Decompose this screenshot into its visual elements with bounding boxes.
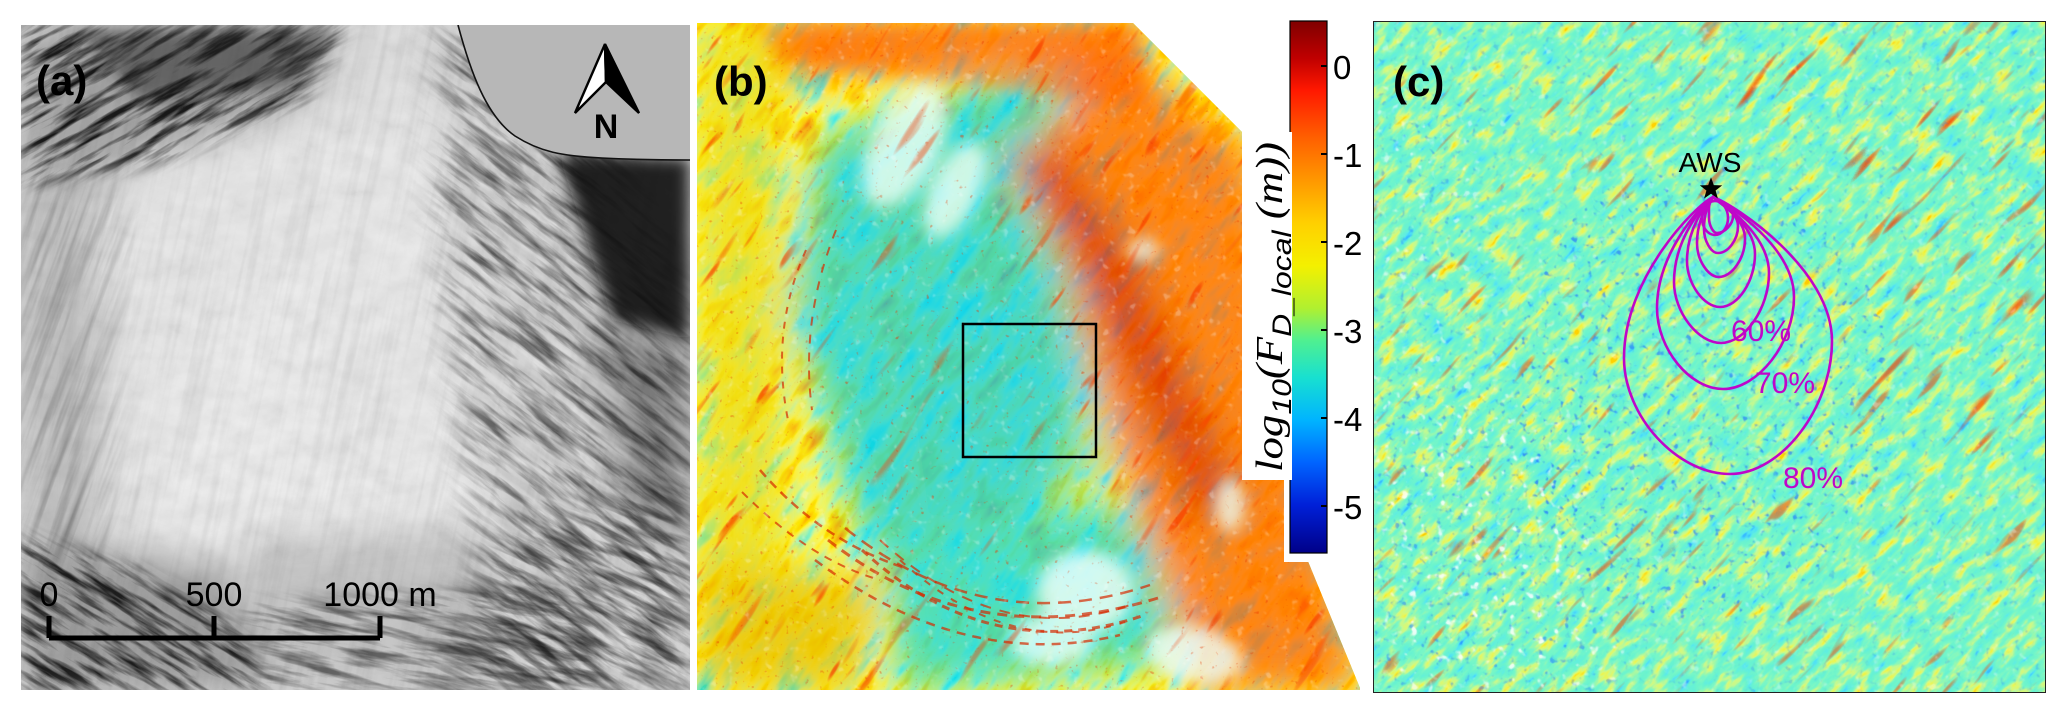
svg-text:-5: -5 [1333, 489, 1362, 526]
svg-text:0: 0 [40, 576, 59, 614]
svg-text:N: N [594, 108, 619, 146]
svg-text:60%: 60% [1731, 315, 1791, 348]
svg-text:80%: 80% [1783, 462, 1843, 495]
svg-text:-2: -2 [1333, 225, 1362, 262]
svg-text:(b): (b) [714, 58, 768, 105]
svg-text:-1: -1 [1333, 137, 1362, 174]
svg-text:AWS: AWS [1679, 147, 1742, 178]
svg-text:-4: -4 [1333, 401, 1362, 438]
svg-text:500: 500 [186, 576, 243, 614]
svg-text:70%: 70% [1755, 367, 1815, 400]
svg-text:(a): (a) [36, 57, 87, 104]
svg-text:-3: -3 [1333, 313, 1362, 350]
svg-text:0: 0 [1333, 49, 1351, 86]
svg-text:(c): (c) [1393, 58, 1444, 105]
svg-text:1000 m: 1000 m [323, 576, 436, 614]
